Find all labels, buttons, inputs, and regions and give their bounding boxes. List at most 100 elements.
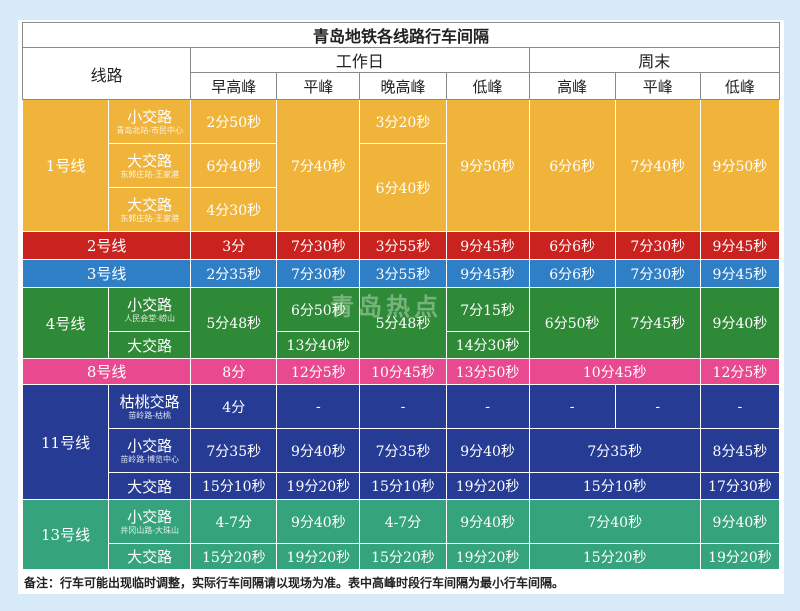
table-cell: 15分20秒 [528,543,701,570]
table-cell: 6分50秒 [528,287,616,359]
interval-table: 青岛地铁各线路行车间隔 线路 工作日 周末 早高峰 平峰 晚高峰 低峰 高峰 平… [21,22,781,570]
table-cell: 6分6秒 [528,259,616,288]
table-cell: 12分5秒 [699,358,781,385]
footnote: 备注：行车可能出现临时调整，实际行车间隔请以现场为准。表中高峰时段行车间隔为最小… [24,576,565,590]
table-cell: 6分6秒 [528,99,616,232]
line-11-route-small: 小交路 苗岭路-博览中心 [108,428,192,473]
table-cell: 9分40秒 [699,499,781,544]
line-13-route-large: 大交路 [108,543,192,570]
table-cell: 9分40秒 [445,499,530,544]
table-cell: 7分35秒 [190,428,278,473]
table-cell: 13分40秒 [276,331,361,359]
table-cell: 8分 [190,358,278,385]
table-cell: 7分45秒 [614,287,701,359]
table-cell: 15分10秒 [359,472,447,500]
table-cell: 19分20秒 [276,543,361,570]
table-cell: 9分50秒 [445,99,530,232]
weekday-evening-peak-header: 晚高峰 [359,72,447,100]
table-cell: 7分40秒 [276,99,361,232]
table-cell: 9分45秒 [699,259,781,288]
line-11-route-kutao: 枯桃交路 苗岭路-枯桃 [108,384,192,429]
table-cell: 5分48秒 [359,287,447,359]
table-cell: 7分35秒 [528,428,701,473]
table-cell: 9分40秒 [699,287,781,359]
line-4-route-large: 大交路 [108,331,192,359]
table-cell: 7分40秒 [614,99,701,232]
table-cell: - [528,384,616,429]
line-column-header: 线路 [21,47,192,100]
line-13-route-small: 小交路 井冈山路-大珠山 [108,499,192,544]
table-cell: 15分10秒 [190,472,278,500]
table-cell: 19分20秒 [699,543,781,570]
table-cell: 12分5秒 [276,358,361,385]
table-cell: 6分6秒 [528,231,616,260]
table-cell: 7分30秒 [614,231,701,260]
table-cell: 17分30秒 [699,472,781,500]
table-cell: 14分30秒 [445,331,530,359]
page-title: 青岛地铁各线路行车间隔 [22,22,780,48]
table-cell: 4分 [190,384,278,429]
line-1-name: 1号线 [21,99,110,232]
table-cell: 6分50秒 [276,287,361,332]
table-cell: 3分20秒 [359,99,447,144]
table-cell: 6分40秒 [190,143,278,188]
table-cell: 19分20秒 [445,543,530,570]
table-cell: 10分45秒 [528,358,701,385]
table-cell: 3分55秒 [359,259,447,288]
table-cell: 8分45秒 [699,428,781,473]
table-cell: 2分35秒 [190,259,278,288]
table-cell: 10分45秒 [359,358,447,385]
table-cell: - [445,384,530,429]
table-cell: 4-7分 [190,499,278,544]
table-cell: 9分45秒 [699,231,781,260]
table-cell: 15分10秒 [528,472,701,500]
table-cell: - [276,384,361,429]
table-cell: 5分48秒 [190,287,278,359]
table-cell: 13分50秒 [445,358,530,385]
table-cell: - [359,384,447,429]
table-cell: 4-7分 [359,499,447,544]
table-cell: 7分30秒 [276,259,361,288]
line-13-name: 13号线 [21,499,110,570]
table-cell: 9分40秒 [276,428,361,473]
table-cell: 7分40秒 [528,499,701,544]
weekend-low-header: 低峰 [699,72,781,100]
weekday-morning-peak-header: 早高峰 [190,72,278,100]
line-3-name: 3号线 [21,259,192,288]
weekend-peak-header: 高峰 [528,72,616,100]
table-cell: 15分20秒 [190,543,278,570]
table-cell: 3分 [190,231,278,260]
table-cell: 2分50秒 [190,99,278,144]
table-cell: 4分30秒 [190,187,278,232]
table-cell: 9分45秒 [445,259,530,288]
weekend-flat-header: 平峰 [614,72,701,100]
line-11-name: 11号线 [21,384,110,500]
table-cell: 9分40秒 [276,499,361,544]
weekday-header: 工作日 [190,47,530,73]
line-1-route-small: 小交路 青岛北站-市民中心 [108,99,192,144]
weekday-low-header: 低峰 [445,72,530,100]
line-1-route-large: 大交路 东郭庄站-王家港 [108,143,192,188]
table-cell: 6分40秒 [359,143,447,232]
table-cell: 19分20秒 [445,472,530,500]
line-8-name: 8号线 [21,358,192,385]
watermark-text: 青岛热点 [330,292,442,321]
weekend-header: 周末 [528,47,781,73]
line-11-route-large: 大交路 [108,472,192,500]
table-cell: 9分40秒 [445,428,530,473]
table-cell: 7分30秒 [614,259,701,288]
weekday-flat-header: 平峰 [276,72,361,100]
line-1-route-large-2: 大交路 东郭庄站-王家港 [108,187,192,232]
table-cell: - [614,384,701,429]
table-cell: 7分30秒 [276,231,361,260]
table-cell: 15分20秒 [359,543,447,570]
table-cell: - [699,384,781,429]
line-4-route-small: 小交路 人民会堂-崂山 [108,287,192,332]
table-cell: 9分45秒 [445,231,530,260]
table-cell: 19分20秒 [276,472,361,500]
line-4-name: 4号线 [21,287,110,359]
table-cell: 9分50秒 [699,99,781,232]
table-cell: 7分35秒 [359,428,447,473]
table-cell: 3分55秒 [359,231,447,260]
table-cell: 7分15秒 [445,287,530,332]
